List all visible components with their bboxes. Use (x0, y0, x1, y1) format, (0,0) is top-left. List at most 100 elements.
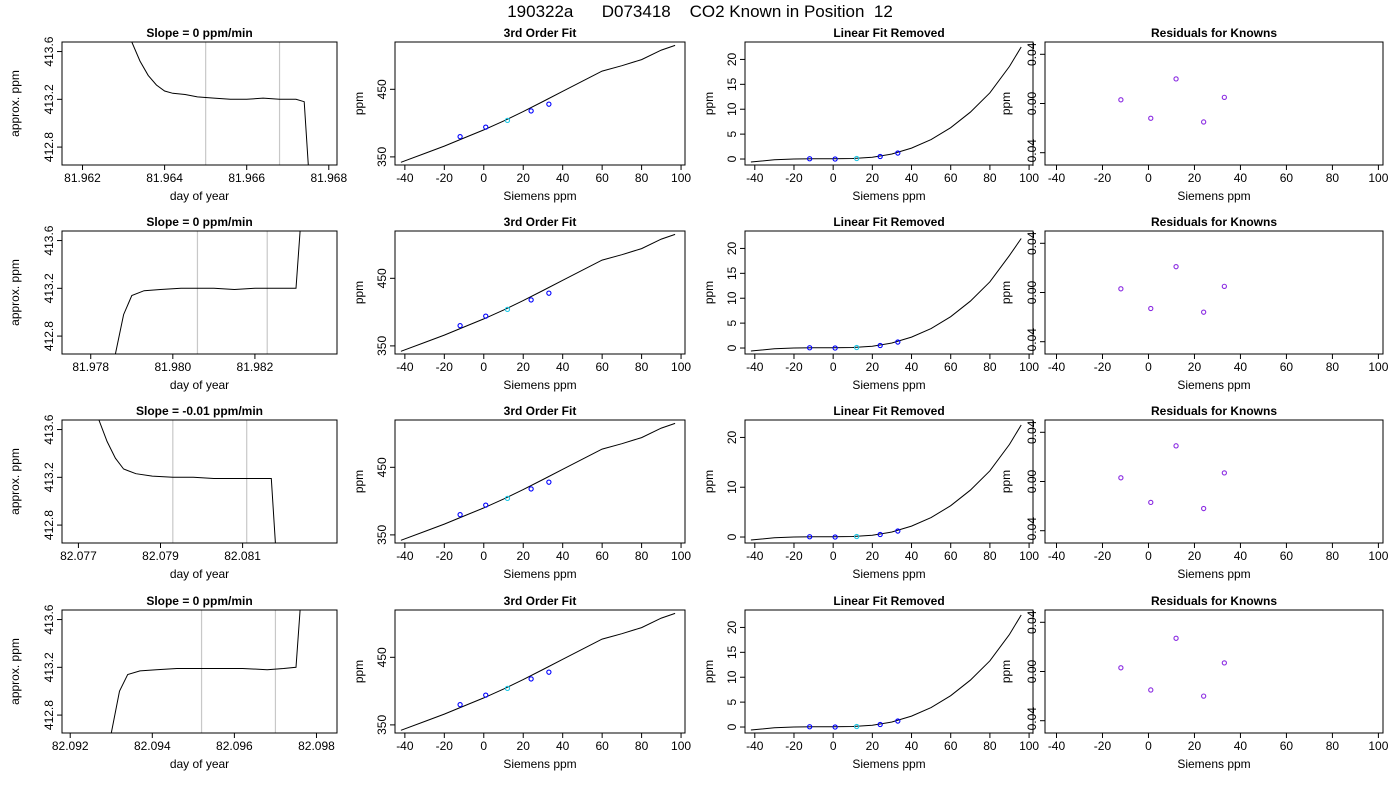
x-tick-label: -20 (1094, 549, 1112, 563)
panel-title: Linear Fit Removed (833, 26, 944, 40)
x-tick-label: 100 (1368, 360, 1388, 374)
x-tick-label: 100 (1368, 739, 1388, 753)
x-tick-label: 20 (517, 171, 531, 185)
plot-frame (744, 419, 1034, 544)
x-tick-label: 100 (1019, 549, 1039, 563)
x-axis-label: Siemens ppm (1177, 189, 1250, 203)
x-axis-label: day of year (170, 378, 229, 392)
y-tick-label: 413.2 (42, 652, 56, 682)
x-tick-label: 100 (1368, 549, 1388, 563)
x-tick-label: -40 (1048, 549, 1066, 563)
x-tick-label: 100 (671, 171, 691, 185)
panel-resid-3: Linear Fit Removed -40 -20 0 20 40 60 80 100 0 10 2… (702, 404, 1039, 581)
fit-curve (750, 614, 1022, 731)
panel-resid-4: Linear Fit Removed -40 -20 0 20 40 60 80 100 0 5 10… (702, 594, 1039, 771)
data-point (1221, 660, 1227, 666)
y-tick-label: 412.8 (42, 510, 56, 540)
x-tick-label: 20 (1188, 549, 1202, 563)
fit-curve (750, 424, 1022, 541)
y-tick-label: -0.04 (1025, 707, 1039, 735)
x-tick-label: 40 (905, 549, 919, 563)
x-tick-label: -40 (1048, 739, 1066, 753)
data-point (457, 701, 463, 708)
x-tick-label: 20 (517, 360, 531, 374)
y-axis-label: ppm (702, 281, 716, 304)
x-tick-label: 100 (1019, 360, 1039, 374)
panel-title: Residuals for Knowns (1151, 594, 1277, 608)
x-tick-label: -40 (396, 739, 414, 753)
panel-title: Slope = 0 ppm/min (146, 26, 252, 40)
y-tick-label: 413.6 (42, 604, 56, 634)
x-tick-label: 100 (671, 360, 691, 374)
y-tick-label: 0.00 (1025, 469, 1039, 493)
panel-timeseries-3: Slope = -0.01 ppm/min 82.077 82.079 82.081 4… (8, 404, 338, 581)
plot-frame (61, 609, 338, 734)
x-tick-label: -40 (746, 739, 764, 753)
data-point (832, 156, 838, 162)
x-axis-label: day of year (170, 757, 229, 771)
x-tick-label: 40 (556, 549, 570, 563)
fit-curve (750, 238, 1022, 352)
y-tick-label: 20 (725, 241, 739, 255)
y-tick-label: 15 (725, 77, 739, 91)
x-tick-label: -20 (436, 549, 454, 563)
x-axis-label: Siemens ppm (852, 567, 925, 581)
y-tick-label: 15 (725, 266, 739, 280)
x-tick-label: 40 (556, 739, 570, 753)
x-tick-label: -20 (436, 171, 454, 185)
y-tick-label: 20 (725, 52, 739, 66)
x-tick-label: 80 (635, 739, 649, 753)
data-point (807, 345, 813, 351)
series-line (98, 420, 276, 543)
x-tick-label: 82.094 (134, 739, 171, 753)
data-point (1148, 115, 1154, 121)
x-tick-label: 20 (866, 549, 880, 563)
x-tick-label: -40 (1048, 360, 1066, 374)
x-tick-label: 80 (983, 739, 997, 753)
data-point (1173, 443, 1179, 449)
data-point (877, 342, 883, 349)
y-tick-label: 0 (725, 155, 739, 162)
y-axis-label: ppm (999, 660, 1013, 683)
y-tick-label: -0.04 (1025, 328, 1039, 356)
panel-title: Slope = 0 ppm/min (146, 594, 252, 608)
y-tick-label: 413.6 (42, 36, 56, 66)
data-point (504, 685, 511, 692)
panel-title: 3rd Order Fit (504, 404, 577, 418)
x-tick-label: 0 (480, 360, 487, 374)
data-point (1173, 76, 1179, 82)
x-axis-label: Siemens ppm (503, 378, 576, 392)
plot-frame (1044, 41, 1384, 166)
panel-title: Linear Fit Removed (833, 404, 944, 418)
x-tick-label: 0 (480, 171, 487, 185)
data-point (1118, 286, 1124, 292)
data-point (504, 495, 511, 502)
data-point (1201, 309, 1207, 315)
x-tick-label: 40 (905, 360, 919, 374)
x-tick-label: 100 (1019, 171, 1039, 185)
x-tick-label: 40 (1234, 739, 1248, 753)
x-tick-label: 0 (480, 739, 487, 753)
panel-fit-3: 3rd Order Fit -40 -20 0 20 40 60 80 100 350 450 Sie… (352, 404, 691, 581)
data-point (504, 117, 511, 124)
y-axis-label: approx. ppm (8, 448, 22, 515)
data-point (1221, 283, 1227, 289)
x-tick-label: 81.982 (237, 360, 274, 374)
panel-title: 3rd Order Fit (504, 26, 577, 40)
fit-curve (400, 233, 676, 352)
y-tick-label: 413.2 (42, 84, 56, 114)
plot-frame (1044, 609, 1384, 734)
data-point (457, 511, 463, 518)
x-tick-label: 40 (556, 171, 570, 185)
x-tick-label: -20 (785, 360, 803, 374)
x-tick-label: 100 (1368, 171, 1388, 185)
data-point (854, 723, 860, 730)
y-tick-label: 10 (725, 670, 739, 684)
fit-curve (400, 422, 676, 541)
data-point (807, 724, 813, 730)
y-tick-label: 413.6 (42, 414, 56, 444)
data-point (854, 344, 860, 351)
data-point (895, 150, 901, 156)
x-axis-label: Siemens ppm (852, 189, 925, 203)
